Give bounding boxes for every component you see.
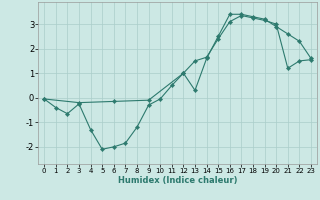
X-axis label: Humidex (Indice chaleur): Humidex (Indice chaleur) [118,176,237,185]
